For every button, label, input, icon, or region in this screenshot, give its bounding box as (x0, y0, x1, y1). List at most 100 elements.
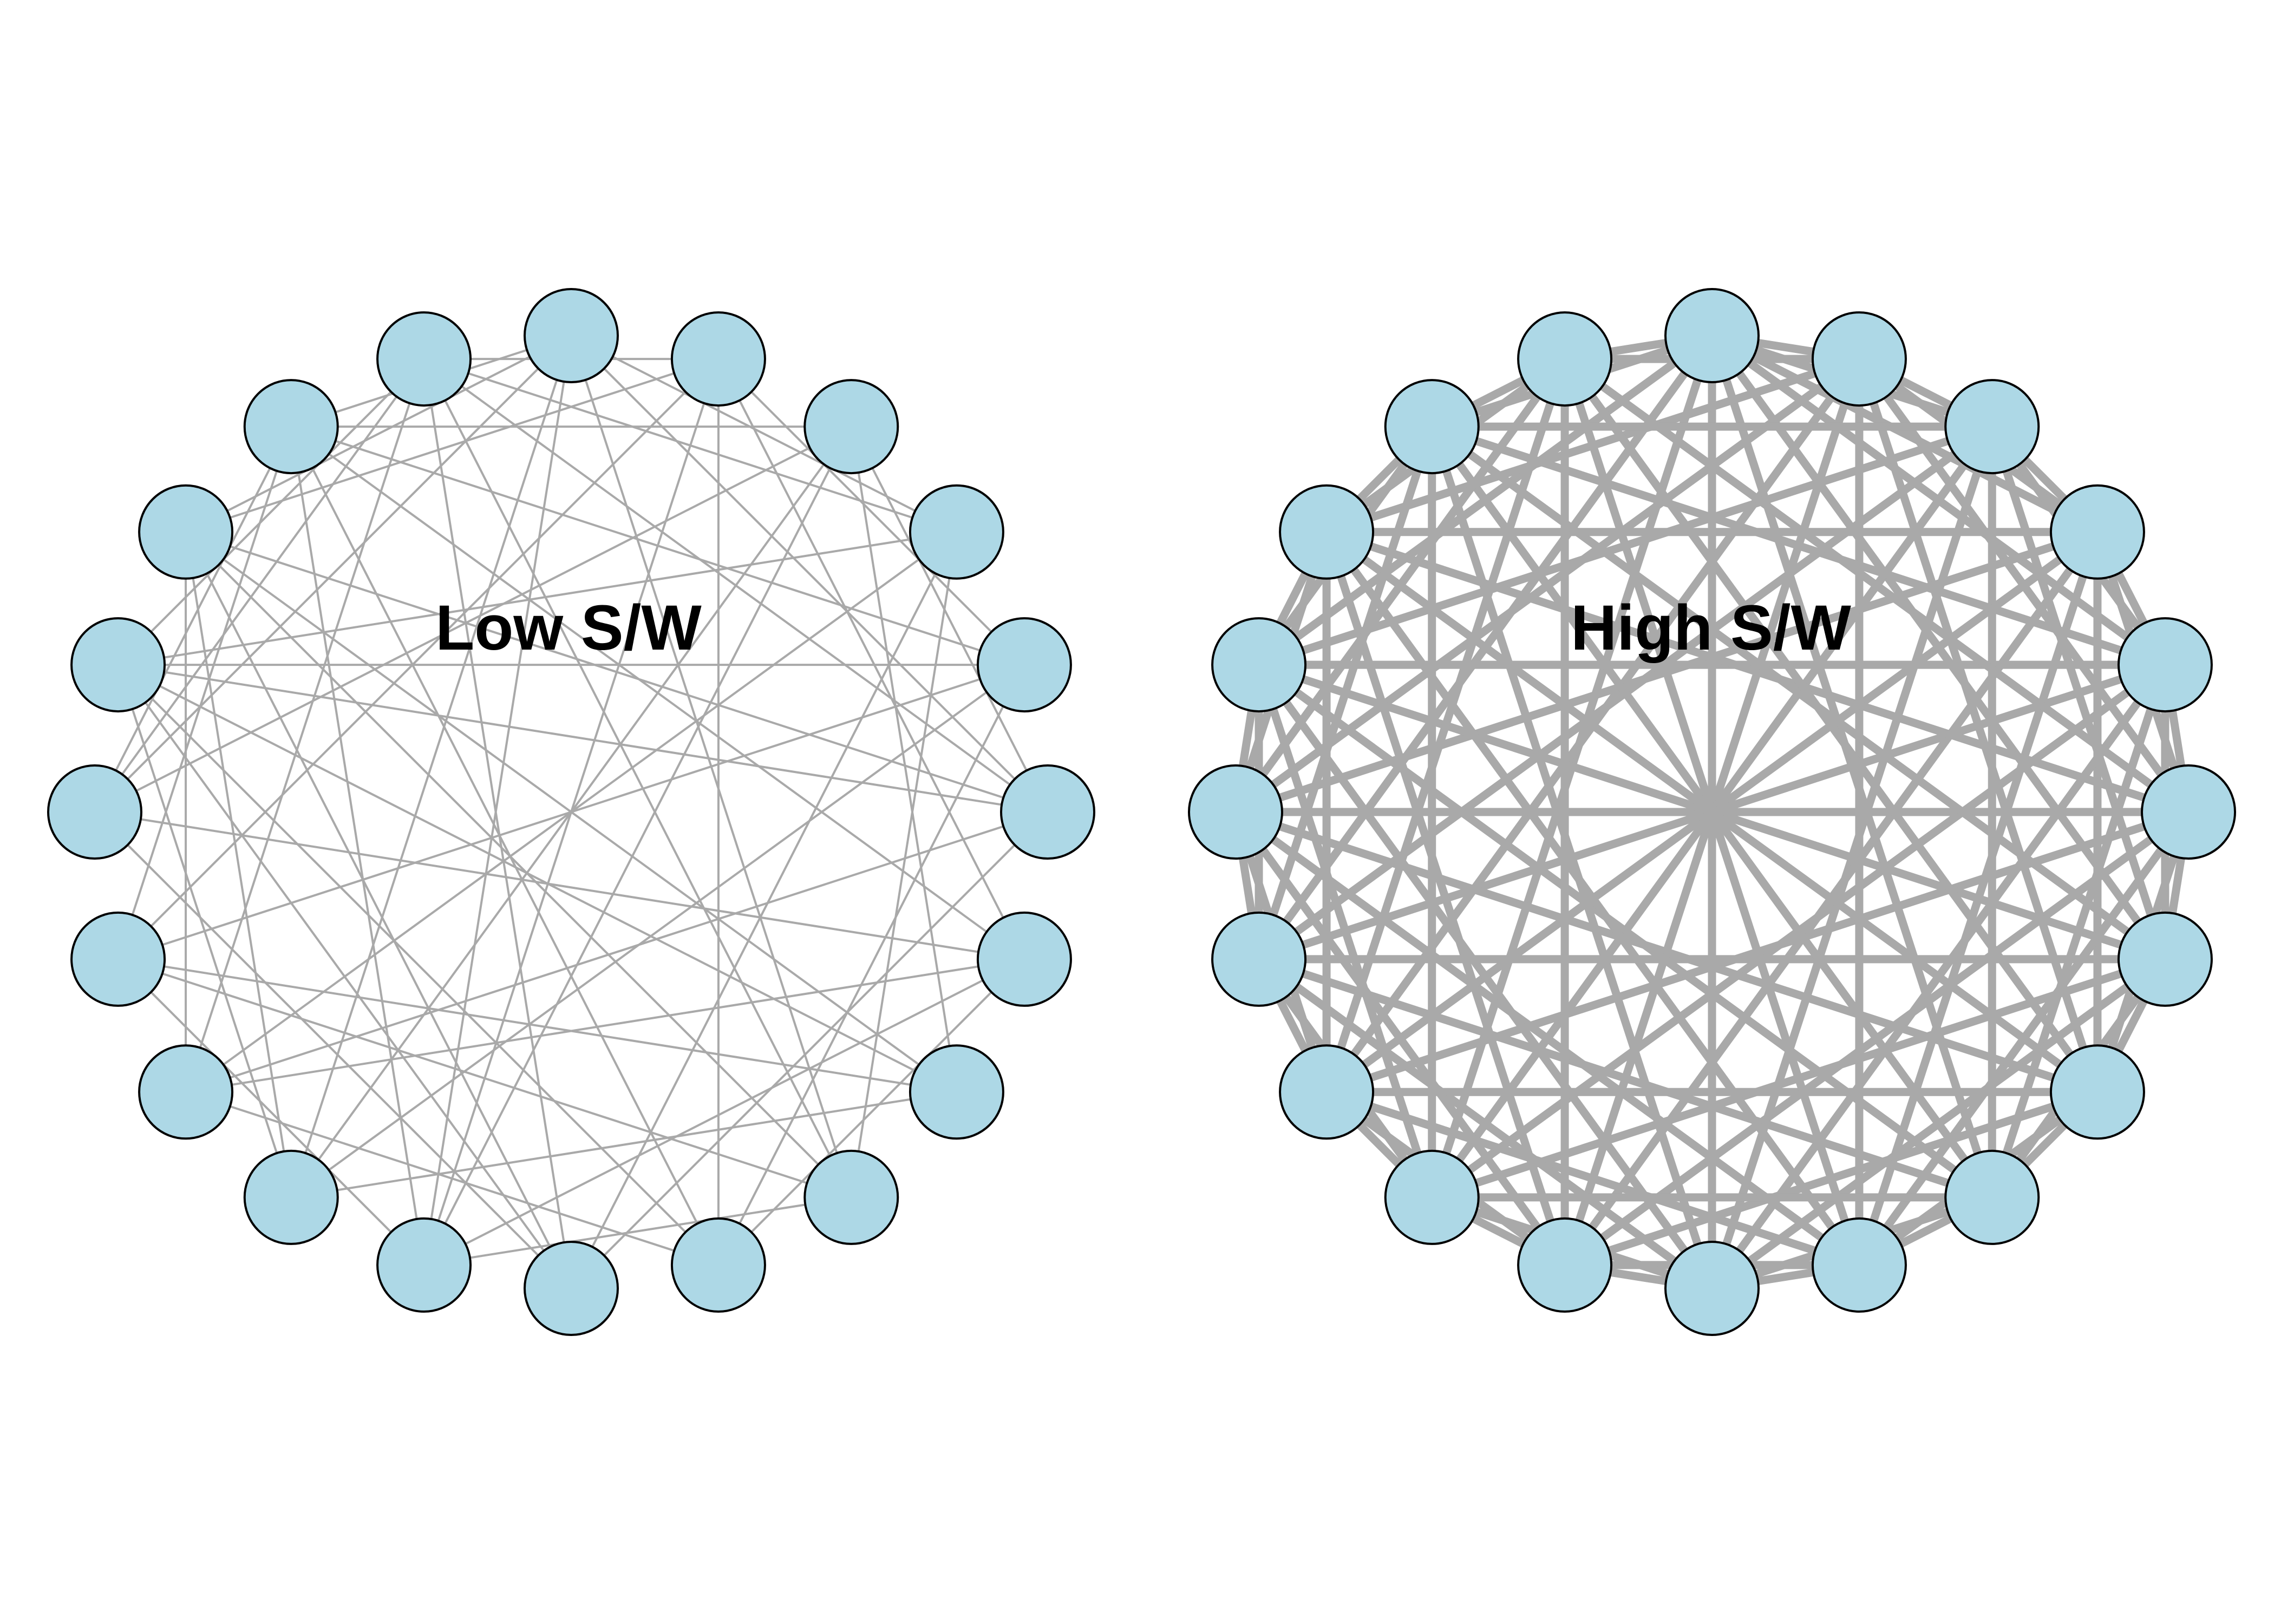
edge-low-48 (423, 358, 853, 1199)
node-group-high (1188, 288, 2236, 1336)
edge-low-29 (290, 425, 1025, 666)
edge-low-4 (185, 335, 572, 533)
edge-low-13 (717, 358, 1025, 666)
node-high-15 (1188, 764, 1283, 860)
edge-low-46 (185, 531, 853, 1199)
edge-low-39 (185, 958, 1025, 1093)
edge-low-52 (94, 811, 572, 1289)
node-high-0 (1664, 288, 1760, 383)
node-high-19 (1517, 311, 1613, 407)
edge-high-88 (1231, 808, 1569, 1269)
edge-low-40 (717, 958, 1025, 1266)
node-low-14 (70, 911, 166, 1007)
edge-high-98 (1322, 355, 1569, 1096)
edge-low-19 (850, 425, 1049, 813)
node-low-7 (909, 1044, 1004, 1140)
node-low-2 (803, 379, 899, 475)
node-high-10 (1664, 1241, 1760, 1336)
panel-label-high: High S/W (1571, 592, 1851, 664)
edge-high-46 (1428, 422, 2170, 669)
edge-low-63 (94, 358, 426, 813)
edge-low-7 (423, 335, 572, 1266)
edge-low-21 (850, 531, 958, 1199)
edge-high-68 (1560, 355, 2102, 1096)
edge-high-66 (1231, 808, 2102, 1096)
edge-low-36 (423, 958, 1025, 1266)
node-high-2 (1944, 379, 2040, 475)
node-high-9 (1811, 1217, 1907, 1313)
node-group-low (47, 288, 1095, 1336)
node-low-17 (138, 484, 234, 580)
edge-low-47 (423, 1196, 853, 1266)
edge-low-44 (185, 531, 958, 1093)
edge-low-33 (117, 664, 1049, 813)
edge-low-45 (117, 958, 853, 1199)
edge-high-54 (1560, 355, 2193, 816)
node-low-10 (524, 1241, 619, 1336)
edge-low-8 (717, 358, 1025, 960)
network-panel-low: Low S/W (47, 288, 1095, 1336)
node-low-5 (1000, 764, 1095, 860)
edge-low-51 (290, 425, 720, 1266)
edge-low-43 (117, 664, 958, 1093)
node-low-13 (138, 1044, 234, 1140)
panel-label-low: Low S/W (435, 592, 702, 664)
edge-high-85 (1428, 422, 1716, 1293)
node-low-12 (243, 1149, 339, 1245)
node-low-6 (976, 911, 1072, 1007)
edge-high-79 (1322, 528, 1864, 1269)
edge-high-89 (1322, 528, 1569, 1269)
network-panel-high: High S/W (1188, 288, 2236, 1336)
edge-low-56 (117, 958, 426, 1266)
node-low-1 (670, 311, 766, 407)
edge-high-104 (1231, 355, 1569, 816)
edge-group-high (1231, 331, 2193, 1293)
edge-low-5 (570, 335, 958, 533)
edge-low-35 (185, 531, 1049, 813)
node-high-14 (1211, 911, 1307, 1007)
edge-low-58 (117, 664, 292, 1199)
edge-low-10 (117, 358, 720, 960)
node-high-18 (1384, 379, 1480, 475)
edge-high-101 (1254, 422, 1436, 964)
edge-low-3 (94, 335, 572, 813)
edge-low-61 (185, 358, 426, 1093)
edge-high-93 (1254, 660, 1436, 1202)
edge-low-57 (290, 425, 426, 1266)
node-high-12 (1384, 1149, 1480, 1245)
node-low-19 (376, 311, 472, 407)
edge-low-49 (185, 1091, 720, 1266)
edge-high-73 (1254, 660, 1996, 1202)
node-high-7 (2049, 1044, 2145, 1140)
edge-low-34 (423, 358, 1049, 813)
edge-low-37 (94, 811, 1025, 960)
edge-low-15 (850, 425, 958, 1093)
node-low-9 (670, 1217, 766, 1313)
edge-low-64 (94, 425, 292, 813)
node-high-13 (1279, 1044, 1375, 1140)
edge-low-65 (117, 358, 426, 666)
node-high-1 (1811, 311, 1907, 407)
node-high-8 (1944, 1149, 2040, 1245)
node-high-16 (1211, 617, 1307, 713)
edge-low-24 (423, 358, 958, 533)
edge-low-23 (117, 531, 958, 666)
node-high-6 (2117, 911, 2213, 1007)
edge-group-low (94, 335, 1049, 1289)
node-low-16 (70, 617, 166, 713)
edge-low-59 (185, 531, 292, 1199)
node-low-4 (976, 617, 1072, 713)
edge-low-55 (117, 664, 572, 1289)
edge-low-54 (423, 358, 572, 1289)
edge-low-31 (570, 811, 1049, 1289)
edge-low-27 (290, 664, 1025, 1199)
node-low-8 (803, 1149, 899, 1245)
edge-low-25 (570, 531, 958, 1289)
edge-low-26 (717, 664, 1025, 1266)
node-low-11 (376, 1217, 472, 1313)
node-high-3 (2049, 484, 2145, 580)
node-high-17 (1279, 484, 1375, 580)
edge-low-16 (423, 425, 853, 1266)
edge-high-80 (1560, 355, 1864, 1269)
